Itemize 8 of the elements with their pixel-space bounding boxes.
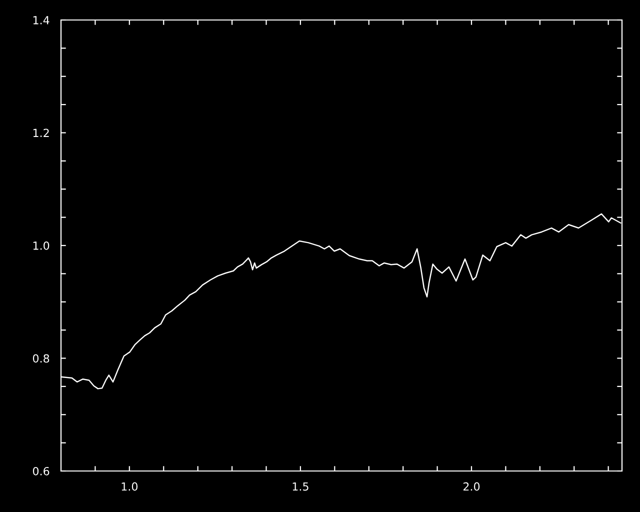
x-tick-label: 2.0 bbox=[463, 482, 480, 491]
y-tick-label: 0.8 bbox=[32, 354, 50, 363]
y-tick-label: 0.6 bbox=[32, 466, 50, 476]
y-tick-label: 1.2 bbox=[33, 128, 49, 137]
x-tick-label: 1.5 bbox=[292, 482, 308, 491]
y-tick-label: 1.4 bbox=[33, 16, 50, 24]
y-tick-label: 1.0 bbox=[33, 241, 50, 250]
x-tick-label: 1.0 bbox=[122, 482, 138, 491]
